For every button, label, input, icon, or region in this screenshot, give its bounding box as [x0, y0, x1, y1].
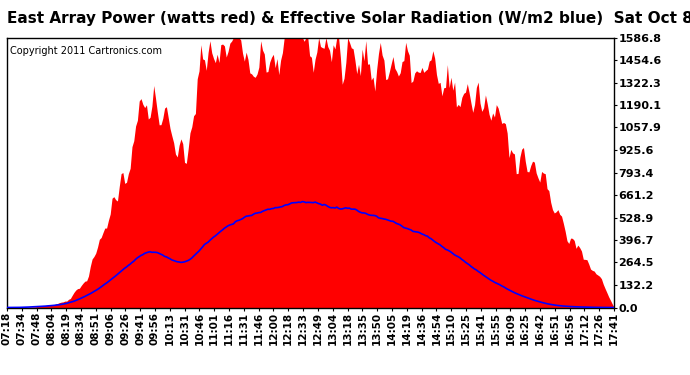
Text: East Array Power (watts red) & Effective Solar Radiation (W/m2 blue)  Sat Oct 8 : East Array Power (watts red) & Effective…	[7, 11, 690, 26]
Text: Copyright 2011 Cartronics.com: Copyright 2011 Cartronics.com	[10, 46, 162, 56]
